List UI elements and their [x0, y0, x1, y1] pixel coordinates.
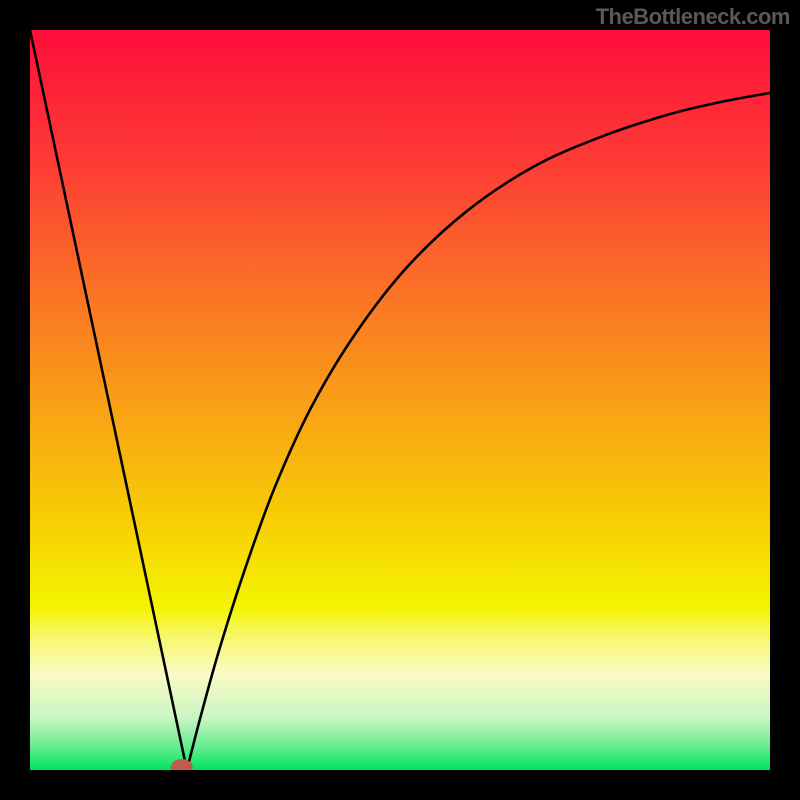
gradient-background	[30, 30, 770, 770]
chart-container: TheBottleneck.com	[0, 0, 800, 800]
watermark-text: TheBottleneck.com	[596, 4, 790, 30]
chart-svg	[30, 30, 770, 770]
plot-area	[30, 30, 770, 770]
